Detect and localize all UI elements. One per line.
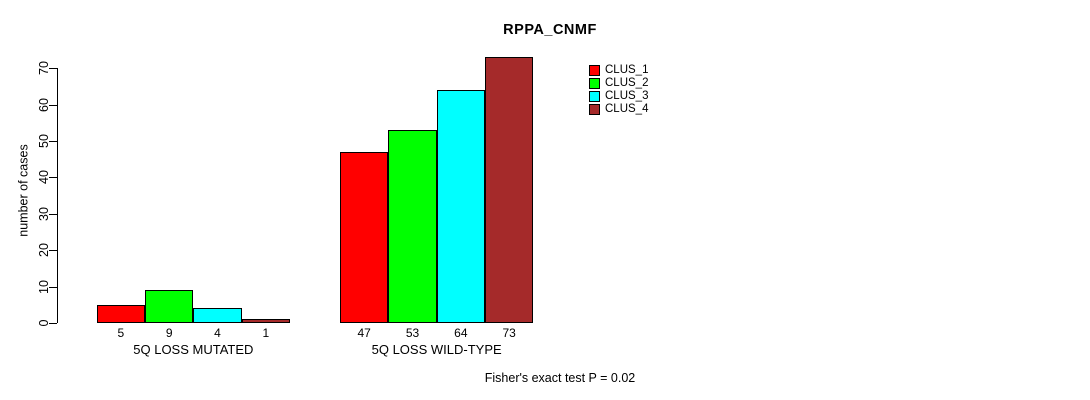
bar-value-label: 1 xyxy=(262,326,270,340)
bar-clus_3-wildtype xyxy=(436,90,485,323)
bar-value-label: 64 xyxy=(454,326,468,340)
bar-clus_4-mutated xyxy=(241,319,291,323)
legend-item-clus_3: CLUS_3 xyxy=(589,90,648,103)
y-tick-label: 60 xyxy=(37,97,51,112)
bar-clus_4-wildtype xyxy=(484,57,534,323)
legend-label: CLUS_4 xyxy=(605,103,649,115)
bar-clus_3-mutated xyxy=(193,308,242,323)
bar-value-label: 9 xyxy=(165,326,173,340)
legend-item-clus_4: CLUS_4 xyxy=(589,103,648,116)
y-tick-mark xyxy=(49,177,57,179)
y-tick-label: 40 xyxy=(37,170,51,185)
bar-clus_2-wildtype xyxy=(388,130,437,323)
y-tick-mark xyxy=(49,68,57,70)
bar-clus_1-mutated xyxy=(96,304,146,323)
y-tick-label: 50 xyxy=(37,134,51,148)
y-tick-mark xyxy=(49,286,57,288)
legend-swatch-icon xyxy=(589,78,600,89)
y-tick-label: 20 xyxy=(37,243,51,258)
bar-clus_1-wildtype xyxy=(340,151,389,323)
y-tick-label: 10 xyxy=(37,279,51,294)
legend: CLUS_1 CLUS_2 CLUS_3 CLUS_4 xyxy=(589,64,648,116)
legend-item-clus_2: CLUS_2 xyxy=(589,77,648,90)
x-category-label: 5Q LOSS MUTATED xyxy=(133,342,254,357)
legend-item-clus_1: CLUS_1 xyxy=(589,64,648,77)
legend-label: CLUS_3 xyxy=(605,90,649,102)
bar-value-label: 5 xyxy=(117,326,125,340)
y-tick-mark xyxy=(49,141,57,142)
legend-swatch-icon xyxy=(589,65,600,76)
bar-value-label: 53 xyxy=(405,326,420,340)
y-tick-mark xyxy=(49,250,57,252)
bar-value-label: 73 xyxy=(502,326,516,340)
y-axis-line xyxy=(57,68,58,323)
legend-swatch-icon xyxy=(589,104,600,115)
y-tick-mark xyxy=(49,323,57,324)
bar-clus_2-mutated xyxy=(145,290,194,323)
y-tick-label: 70 xyxy=(37,61,51,76)
bar-value-label: 4 xyxy=(214,326,221,340)
chart-title: RPPA_CNMF xyxy=(503,22,597,38)
x-category-label: 5Q LOSS WILD-TYPE xyxy=(371,342,502,357)
legend-label: CLUS_2 xyxy=(605,77,649,89)
y-tick-label: 30 xyxy=(37,206,51,221)
y-tick-mark xyxy=(49,213,57,215)
legend-label: CLUS_1 xyxy=(605,64,649,76)
y-tick-mark xyxy=(49,104,57,106)
legend-swatch-icon xyxy=(589,91,600,102)
y-tick-label: 0 xyxy=(37,319,51,327)
y-axis-label: number of cases xyxy=(16,144,31,237)
bar-value-label: 47 xyxy=(357,326,371,340)
annotation-fisher-test: Fisher's exact test P = 0.02 xyxy=(484,371,636,385)
